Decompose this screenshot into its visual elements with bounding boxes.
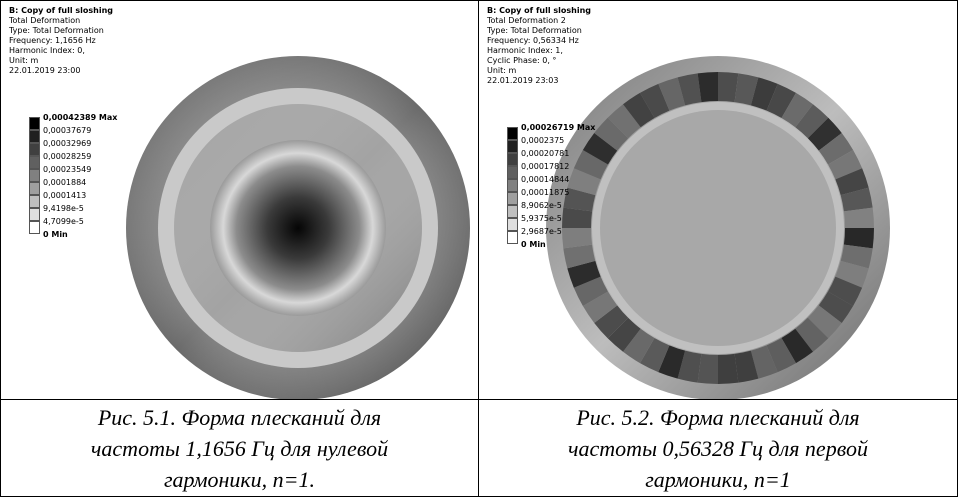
- legend-label: 0,00014844: [521, 175, 569, 185]
- caption-line: гармоники, n=1.: [1, 464, 478, 495]
- caption-line: частоты 1,1656 Гц для нулевой: [1, 433, 478, 464]
- header-line: Cyclic Phase: 0, °: [487, 56, 591, 66]
- legend-label: 0,00020781: [521, 149, 569, 159]
- page: B: Copy of full sloshingTotal Deformatio…: [0, 0, 958, 497]
- legend-swatch: [29, 117, 40, 130]
- legend-label: 0,00032969: [43, 139, 91, 149]
- legend-swatch: [507, 205, 518, 218]
- legend-swatch: [29, 169, 40, 182]
- legend-label: 0,00017812: [521, 162, 569, 172]
- header-line: Harmonic Index: 1,: [487, 46, 591, 56]
- header-line: Total Deformation: [9, 16, 113, 26]
- legend-label: 0 Min: [43, 230, 68, 240]
- legend-swatch: [29, 130, 40, 143]
- caption-line: Рис. 5.1. Форма плесканий для: [1, 402, 478, 433]
- legend-swatch: [507, 218, 518, 231]
- legend-label: 2,9687e-5: [521, 227, 562, 237]
- center-disk: [600, 110, 836, 346]
- legend-label: 4,7099e-5: [43, 217, 84, 227]
- legend-label: 5,9375e-5: [521, 214, 562, 224]
- header-line: Unit: m: [9, 56, 113, 66]
- center-dome: [210, 140, 386, 316]
- legend-swatch: [507, 153, 518, 166]
- header-line: B: Copy of full sloshing: [487, 6, 591, 16]
- header-line: 22.01.2019 23:03: [487, 76, 591, 86]
- header-line: Total Deformation 2: [487, 16, 591, 26]
- legend-label: 0,00023549: [43, 165, 91, 175]
- header-line: Frequency: 1,1656 Hz: [9, 36, 113, 46]
- legend-label: 0,0001884: [43, 178, 86, 188]
- legend-label: 0,0001413: [43, 191, 86, 201]
- legend-swatch: [507, 127, 518, 140]
- legend-label: 0,0002375: [521, 136, 564, 146]
- caption-line: частоты 0,56328 Гц для первой: [479, 433, 957, 464]
- caption-line: Рис. 5.2. Форма плесканий для: [479, 402, 957, 433]
- caption-line: гармоники, n=1: [479, 464, 957, 495]
- legend-swatch: [507, 140, 518, 153]
- header-line: Unit: m: [487, 66, 591, 76]
- legend-label: 8,9062e-5: [521, 201, 562, 211]
- header-line: 22.01.2019 23:00: [9, 66, 113, 76]
- legend-swatch: [507, 179, 518, 192]
- legend-label: 9,4198e-5: [43, 204, 84, 214]
- header-line: Type: Total Deformation: [9, 26, 113, 36]
- legend-swatch: [29, 195, 40, 208]
- legend-label: 0,00026719 Max: [521, 123, 595, 133]
- legend-label: 0,00042389 Max: [43, 113, 117, 123]
- legend-swatch: [29, 208, 40, 221]
- header-line: B: Copy of full sloshing: [9, 6, 113, 16]
- legend-swatch: [507, 166, 518, 179]
- legend-swatch: [29, 156, 40, 169]
- legend-swatch: [507, 231, 518, 244]
- legend-label: 0,00011875: [521, 188, 569, 198]
- legend-swatch: [29, 143, 40, 156]
- header-line: Harmonic Index: 0,: [9, 46, 113, 56]
- legend-label: 0,00028259: [43, 152, 91, 162]
- legend-swatch: [507, 192, 518, 205]
- header-line: Frequency: 0,56334 Hz: [487, 36, 591, 46]
- legend-swatch: [29, 221, 40, 234]
- legend-label: 0,00037679: [43, 126, 91, 136]
- legend-swatch: [29, 182, 40, 195]
- legend-label: 0 Min: [521, 240, 546, 250]
- header-line: Type: Total Deformation: [487, 26, 591, 36]
